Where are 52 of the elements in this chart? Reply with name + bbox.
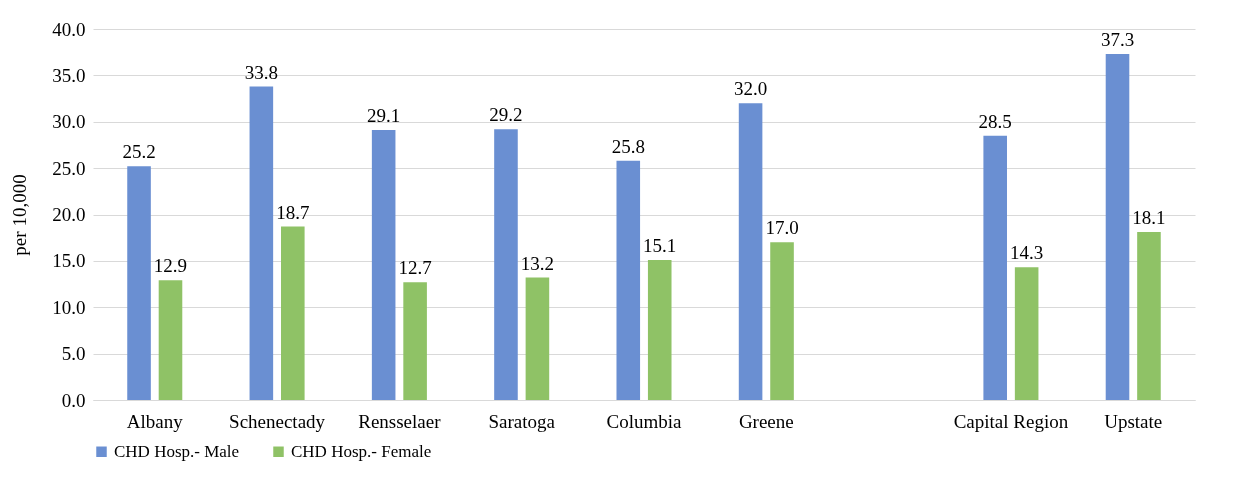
bar xyxy=(127,166,151,400)
data-label: 14.3 xyxy=(1010,242,1044,264)
y-axis-title: per 10,000 xyxy=(9,174,31,256)
y-tick-label: 35.0 xyxy=(52,64,86,86)
bar xyxy=(249,86,274,400)
data-label: 28.5 xyxy=(978,110,1012,132)
bar xyxy=(738,103,763,400)
y-tick-label: 10.0 xyxy=(52,296,86,318)
data-label: 18.1 xyxy=(1132,207,1166,229)
data-label: 13.2 xyxy=(520,252,555,274)
y-tick-label: 15.0 xyxy=(52,250,86,272)
data-label: 25.2 xyxy=(122,141,156,163)
bar xyxy=(525,277,550,400)
x-tick-label: Rensselaer xyxy=(358,410,442,432)
data-label: 33.8 xyxy=(244,61,278,83)
bar xyxy=(647,259,672,400)
bar xyxy=(770,242,794,400)
x-tick-label: Saratoga xyxy=(488,410,556,432)
bar xyxy=(1105,54,1130,400)
bar xyxy=(616,160,641,400)
y-tick-label: 20.0 xyxy=(52,204,86,225)
legend-label: CHD Hosp.- Female xyxy=(291,441,432,461)
bar xyxy=(158,280,183,400)
bar xyxy=(371,130,396,400)
y-tick-label: 40.0 xyxy=(52,18,86,40)
x-tick-label: Albany xyxy=(126,410,184,432)
x-tick-label: Capital Region xyxy=(953,410,1069,432)
data-label: 29.2 xyxy=(489,104,523,126)
y-tick-label: 0.0 xyxy=(61,389,86,411)
data-label: 15.1 xyxy=(643,234,677,256)
data-label: 12.9 xyxy=(153,255,188,277)
bar xyxy=(983,135,1007,400)
data-label: 37.3 xyxy=(1100,29,1135,51)
data-label: 29.1 xyxy=(367,105,401,127)
bar xyxy=(494,129,518,400)
bar xyxy=(403,282,427,400)
x-tick-label: Schenectady xyxy=(229,410,326,432)
y-tick-label: 30.0 xyxy=(52,111,86,133)
bar xyxy=(281,226,305,400)
data-label: 25.8 xyxy=(611,135,645,157)
y-tick-label: 5.0 xyxy=(61,343,86,365)
data-label: 18.7 xyxy=(276,201,310,223)
x-tick-label: Upstate xyxy=(1104,410,1163,432)
legend-label: CHD Hosp.- Male xyxy=(114,441,240,461)
y-tick-label: 25.0 xyxy=(52,157,86,179)
x-tick-label: Greene xyxy=(738,410,794,432)
bar xyxy=(1014,267,1039,400)
data-label: 17.0 xyxy=(765,217,799,239)
data-label: 12.7 xyxy=(398,257,432,279)
x-tick-label: Columbia xyxy=(606,410,683,432)
data-label: 32.0 xyxy=(733,78,768,100)
bar xyxy=(1137,232,1161,400)
